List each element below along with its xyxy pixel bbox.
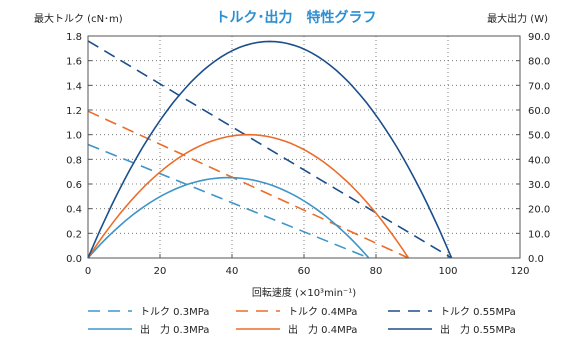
legend-label: 出 力 0.3MPa (140, 323, 209, 336)
plot-frame (87, 35, 521, 259)
y-left-axis-title: 最大トルク (cN･m) (34, 12, 123, 25)
legend-label: 出 力 0.4MPa (288, 323, 357, 336)
y-right-tick-label: 90.0 (528, 32, 550, 43)
y-left-tick-label: 1.0 (66, 131, 82, 142)
chart-title: トルク･出力 特性グラフ (216, 9, 377, 26)
y-left-tick-label: 0.6 (66, 180, 82, 191)
x-axis-title: 回転速度 (×10³min⁻¹) (252, 286, 356, 299)
torque-line-1 (87, 110, 409, 259)
x-tick-label: 40 (226, 266, 239, 277)
legend-label: トルク 0.3MPa (140, 306, 209, 318)
axis-ticks: 0 20 40 60 80 100 1200.00.20.40.60.81.01.21.41… (66, 32, 550, 277)
y-left-tick-label: 1.2 (66, 106, 82, 117)
x-tick-label: 0 (85, 266, 91, 277)
x-tick-label: 100 (438, 266, 457, 277)
y-right-axis-title: 最大出力 (W) (487, 12, 548, 25)
y-right-tick-label: 70.0 (528, 81, 550, 92)
power-curve-5 (87, 40, 453, 259)
legend-label: トルク 0.4MPa (288, 306, 357, 318)
y-right-tick-label: 50.0 (528, 131, 550, 142)
y-right-tick-label: 0.0 (528, 254, 544, 265)
y-left-tick-label: 1.4 (66, 81, 82, 92)
x-tick-label: 120 (510, 266, 529, 277)
y-left-tick-label: 1.8 (66, 32, 82, 43)
x-tick-label: 60 (298, 266, 311, 277)
y-right-tick-label: 40.0 (528, 155, 550, 166)
legend: トルク 0.3MPa トルク 0.4MPa トルク 0.55MPa 出 力 0.3MP… (88, 306, 516, 336)
series-lines (87, 40, 453, 259)
torque-line-2 (87, 40, 453, 259)
legend-label: 出 力 0.55MPa (440, 323, 516, 336)
y-left-tick-label: 1.6 (66, 57, 82, 68)
x-tick-label: 80 (370, 266, 383, 277)
power-curve-3 (87, 176, 370, 259)
power-curve-4 (87, 133, 410, 259)
y-right-tick-label: 10.0 (528, 229, 550, 240)
y-left-tick-label: 0.8 (66, 155, 82, 166)
torque-line-0 (87, 143, 370, 259)
y-left-tick-label: 0.4 (66, 205, 82, 216)
y-left-tick-label: 0.0 (66, 254, 82, 265)
y-right-tick-label: 20.0 (528, 205, 550, 216)
grid-lines (88, 36, 520, 258)
legend-label: トルク 0.55MPa (440, 306, 516, 318)
y-right-tick-label: 30.0 (528, 180, 550, 191)
y-left-tick-label: 0.2 (66, 229, 82, 240)
x-tick-label: 20 (154, 266, 167, 277)
y-right-tick-label: 60.0 (528, 106, 550, 117)
y-right-tick-label: 80.0 (528, 57, 550, 68)
